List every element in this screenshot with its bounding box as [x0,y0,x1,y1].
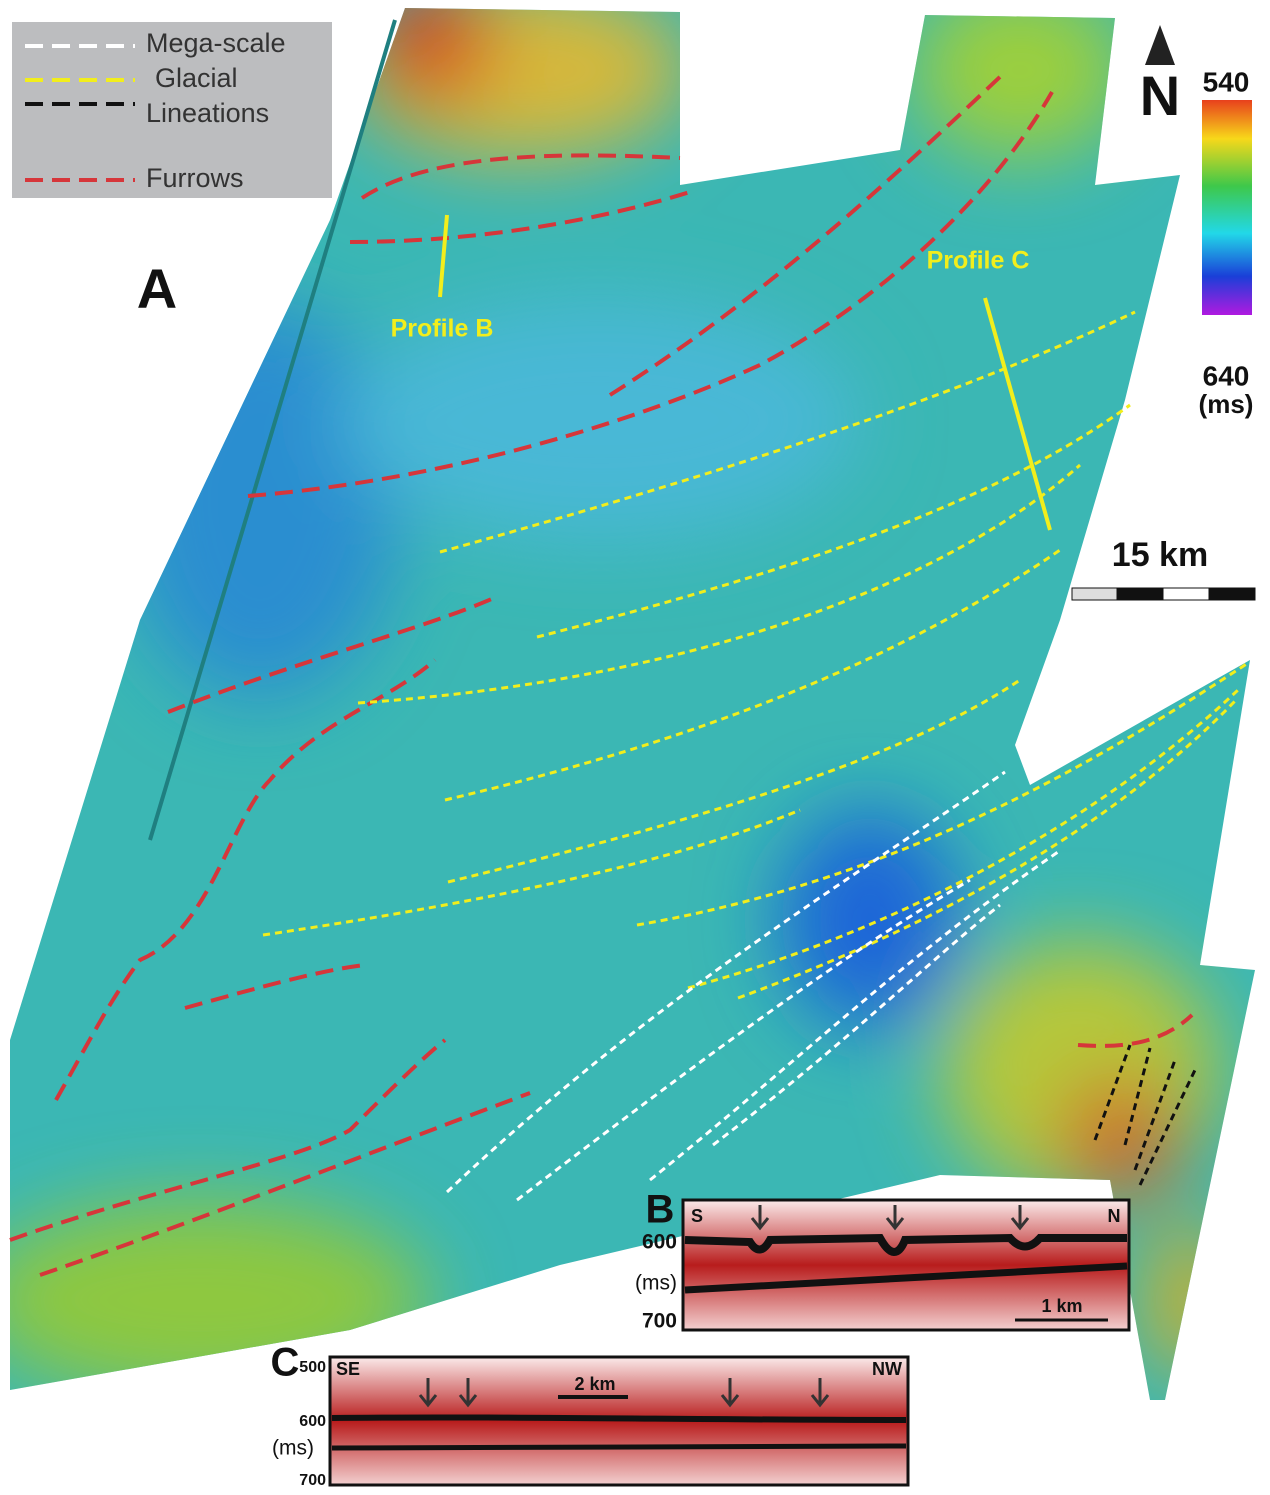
legend-label: Lineations [146,98,269,128]
colorbar-label: 540 [1203,66,1250,97]
panel-label: C [271,1341,300,1385]
axis-tick-label: 500 [299,1359,326,1376]
direction-label: S [691,1206,703,1226]
legend-label: Furrows [146,163,244,193]
axis-tick-label: 700 [299,1472,326,1489]
axis-tick-label: 600 [299,1413,326,1430]
north-label: N [1140,64,1180,127]
axis-tick-label: 600 [642,1231,677,1254]
profile-label: Profile B [391,315,494,343]
legend-label: Glacial [155,63,238,93]
panel-label: A [137,257,177,320]
scale-label: 2 km [574,1374,615,1394]
profile-b-inset: B S N 600 (ms) 700 1 km [635,1188,1129,1333]
figure: Profile B Profile C A Mega-scale Glacial… [0,0,1270,1490]
profile-c-inset: C SE NW 500 600 (ms) 700 2 km [271,1341,908,1490]
scale-bar [1072,588,1255,600]
legend-label: Mega-scale [146,28,286,58]
scale-label: 1 km [1041,1296,1082,1316]
colorbar-unit: (ms) [1199,389,1254,419]
colorbar [1202,100,1252,315]
north-arrow [1145,25,1175,65]
direction-label: NW [872,1359,902,1379]
axis-tick-label: 700 [642,1310,677,1333]
panel-label: B [646,1188,675,1232]
direction-label: N [1108,1206,1121,1226]
axis-unit: (ms) [272,1437,314,1460]
scale-label: 15 km [1112,536,1208,574]
legend: Mega-scale Glacial Lineations Furrows [12,22,332,198]
colorbar-label: 640 [1203,360,1250,391]
profile-label: Profile C [927,247,1030,275]
direction-label: SE [336,1359,360,1379]
axis-unit: (ms) [635,1272,677,1295]
